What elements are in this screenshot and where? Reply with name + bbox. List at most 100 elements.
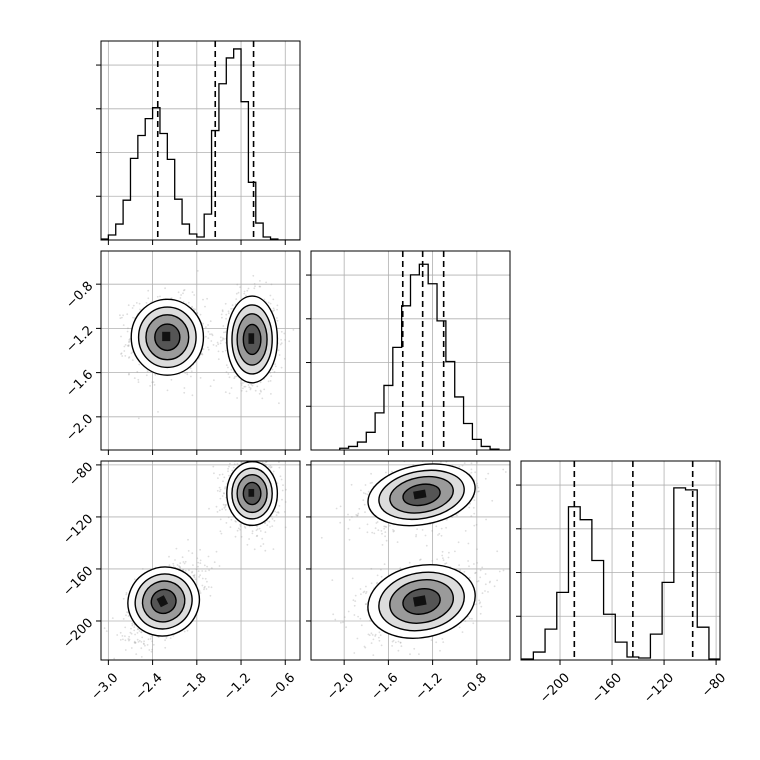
sample-point bbox=[192, 564, 194, 566]
sample-point bbox=[266, 452, 268, 454]
sample-point bbox=[124, 635, 126, 637]
sample-point bbox=[470, 468, 473, 471]
sample-point bbox=[473, 456, 475, 458]
sample-point bbox=[269, 371, 272, 374]
sample-point bbox=[193, 574, 196, 576]
scatter-panel-2-1 bbox=[306, 453, 511, 665]
sample-point bbox=[339, 505, 342, 508]
sample-point bbox=[477, 458, 479, 460]
sample-point bbox=[127, 344, 130, 347]
sample-point bbox=[367, 490, 370, 493]
sample-point bbox=[225, 364, 228, 367]
sample-point bbox=[132, 304, 135, 307]
sample-point bbox=[230, 387, 233, 389]
sample-point bbox=[202, 348, 205, 351]
sample-point bbox=[111, 617, 114, 619]
sample-point bbox=[385, 539, 388, 542]
sample-point bbox=[234, 520, 237, 522]
sample-point bbox=[137, 381, 140, 383]
sample-point bbox=[224, 487, 226, 490]
sample-point bbox=[257, 458, 259, 460]
sample-point bbox=[150, 650, 153, 653]
sample-point bbox=[256, 534, 259, 537]
sample-point bbox=[236, 397, 239, 399]
sample-point bbox=[470, 462, 473, 465]
sample-point bbox=[216, 341, 219, 344]
sample-point bbox=[487, 472, 490, 475]
sample-point bbox=[149, 638, 152, 640]
sample-point bbox=[396, 541, 399, 543]
sample-point bbox=[416, 528, 418, 530]
sample-point bbox=[273, 309, 276, 312]
sample-point bbox=[270, 393, 272, 395]
sample-point bbox=[284, 526, 287, 529]
sample-point bbox=[280, 366, 283, 369]
sample-point bbox=[219, 518, 222, 521]
sample-point bbox=[122, 638, 124, 641]
sample-point bbox=[218, 565, 221, 567]
sample-point bbox=[280, 478, 283, 481]
sample-point bbox=[437, 534, 439, 536]
sample-point bbox=[145, 374, 148, 377]
sample-point bbox=[209, 385, 212, 387]
sample-point bbox=[116, 634, 119, 636]
sample-point bbox=[251, 453, 253, 455]
sample-point bbox=[445, 518, 448, 521]
sample-point bbox=[202, 298, 204, 301]
sample-point bbox=[191, 305, 194, 308]
sample-point bbox=[206, 565, 209, 568]
sample-point bbox=[351, 577, 354, 580]
sample-point bbox=[463, 462, 466, 464]
sample-point bbox=[216, 489, 219, 492]
sample-point bbox=[206, 297, 209, 300]
sample-point bbox=[376, 574, 379, 577]
sample-point bbox=[221, 508, 224, 511]
sample-point bbox=[227, 366, 229, 369]
sample-point bbox=[210, 340, 213, 342]
sample-point bbox=[230, 518, 233, 521]
sample-point bbox=[476, 485, 479, 487]
sample-point bbox=[451, 516, 454, 519]
sample-point bbox=[272, 298, 275, 301]
sample-point bbox=[193, 576, 196, 579]
sample-point bbox=[240, 461, 243, 464]
sample-point bbox=[467, 542, 470, 545]
histogram-area-1 bbox=[311, 251, 510, 450]
sample-point bbox=[133, 641, 136, 644]
sample-point bbox=[385, 471, 387, 474]
sample-point bbox=[170, 378, 173, 381]
sample-point bbox=[126, 344, 129, 347]
sample-point bbox=[124, 626, 127, 629]
sample-point bbox=[259, 285, 262, 288]
sample-point bbox=[199, 377, 202, 379]
sample-point bbox=[183, 387, 186, 389]
axes-frame bbox=[310, 250, 511, 451]
sample-point bbox=[128, 372, 130, 375]
sample-point bbox=[243, 385, 246, 388]
sample-point bbox=[458, 465, 461, 468]
sample-point bbox=[393, 530, 395, 532]
sample-point bbox=[224, 486, 227, 488]
sample-point bbox=[280, 330, 283, 333]
scatter-panel-1-0 bbox=[96, 250, 301, 455]
sample-point bbox=[210, 567, 213, 569]
sample-point bbox=[473, 524, 476, 527]
sample-point bbox=[156, 295, 159, 298]
sample-point bbox=[136, 632, 139, 634]
sample-point bbox=[452, 455, 454, 457]
sample-point bbox=[239, 525, 242, 528]
sample-point bbox=[270, 466, 273, 468]
sample-point bbox=[360, 489, 362, 492]
sample-point bbox=[442, 458, 444, 460]
sample-point bbox=[182, 569, 185, 571]
sample-point bbox=[427, 453, 429, 455]
sample-point bbox=[278, 466, 281, 469]
sample-point bbox=[227, 310, 230, 313]
sample-point bbox=[122, 597, 125, 600]
sample-point bbox=[357, 512, 360, 515]
scatter-panel-2-0 bbox=[96, 444, 301, 665]
sample-point bbox=[203, 564, 206, 567]
histogram-area-0 bbox=[101, 41, 300, 240]
sample-point bbox=[263, 462, 265, 465]
sample-point bbox=[256, 444, 258, 446]
